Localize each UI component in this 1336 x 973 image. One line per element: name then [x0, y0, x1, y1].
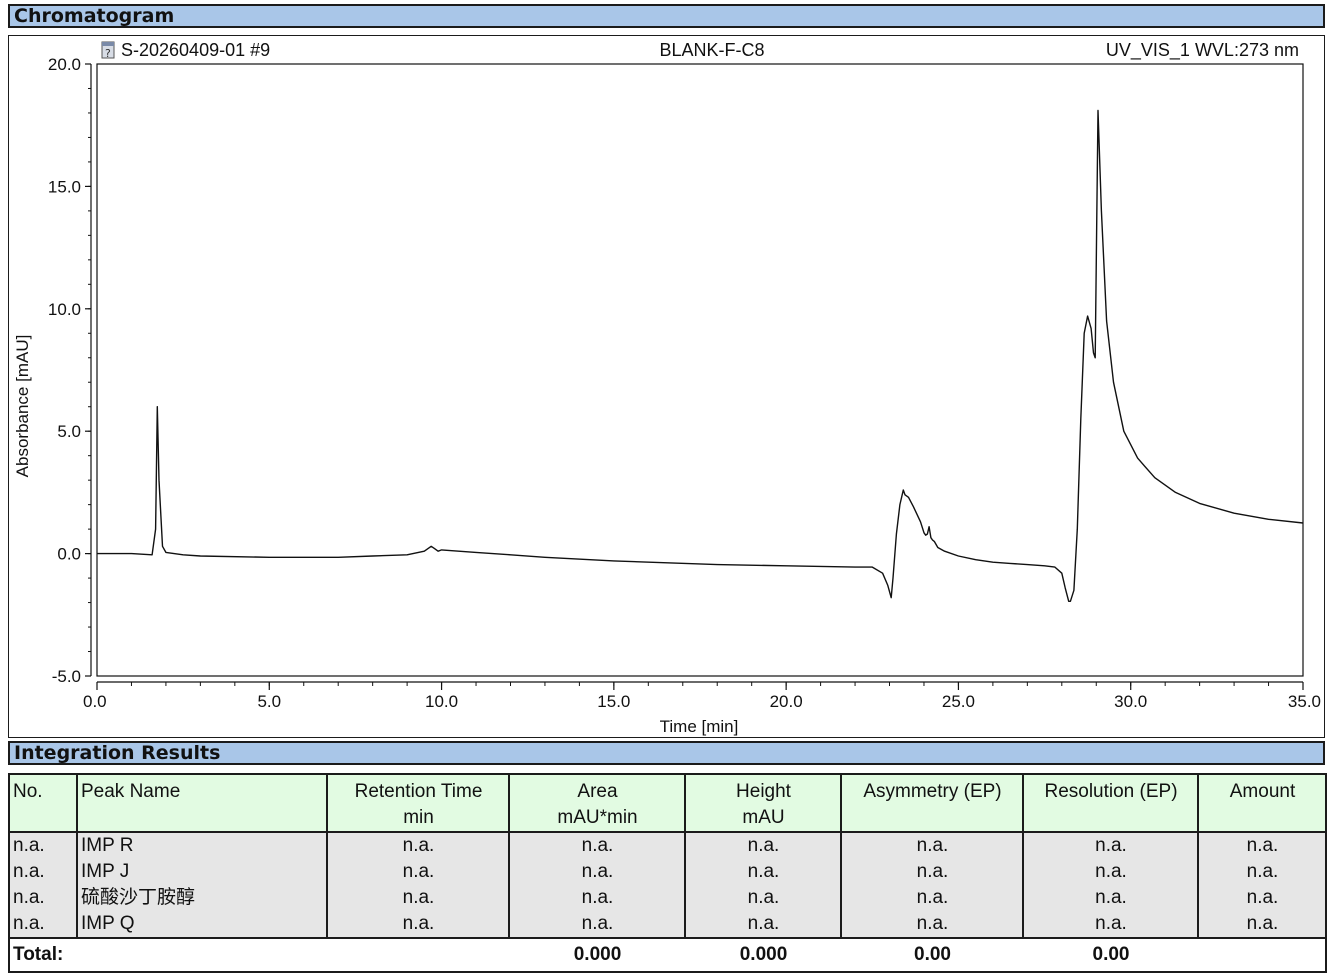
table-cell: n.a.: [684, 832, 842, 859]
table-cell: n.a.: [326, 859, 510, 885]
table-header-row: No. Peak Name Retention Time min Area mAU*…: [8, 773, 1327, 833]
table-cell: n.a.: [8, 885, 78, 911]
column-header-area: Area mAU*min: [508, 773, 686, 833]
chromatogram-chart: ? S-20260409-01 #9 BLANK-F-C8 UV_VIS_1 W…: [13, 40, 1321, 736]
sample-id-label: S-20260409-01 #9: [121, 40, 270, 60]
y-axis-title: Absorbance [mAU]: [13, 335, 32, 478]
total-height: 0.000: [685, 938, 841, 972]
table-cell: n.a.: [840, 911, 1024, 939]
axes: -5.00.05.010.015.020.00.0 5.0 10.0 15.0 20.0…: [48, 55, 1321, 711]
total-asymmetry: 0.00: [841, 938, 1023, 972]
total-area: 0.000: [509, 938, 685, 972]
table-cell: 硫酸沙丁胺醇: [76, 885, 328, 911]
table-cell: n.a.: [840, 832, 1024, 859]
total-label: Total:: [8, 938, 77, 972]
table-cell: n.a.: [684, 911, 842, 939]
table-cell: n.a.: [508, 911, 686, 939]
table-cell: IMP R: [76, 832, 328, 859]
column-header-asymmetry: Asymmetry (EP): [840, 773, 1024, 833]
integration-results-table: No. Peak Name Retention Time min Area mAU*…: [8, 773, 1327, 973]
table-cell: n.a.: [508, 832, 686, 859]
table-cell: n.a.: [508, 885, 686, 911]
table-cell: n.a.: [1197, 885, 1327, 911]
total-resolution: 0.00: [1023, 938, 1198, 972]
plot-border: [96, 63, 1304, 677]
question-document-icon: ?: [101, 41, 115, 60]
channel-label: UV_VIS_1 WVL:273 nm: [1106, 40, 1299, 61]
x-tick-label: 0.0: [83, 692, 107, 711]
table-cell: n.a.: [1022, 911, 1199, 939]
table-cell: n.a.: [684, 859, 842, 885]
y-tick-label: 15.0: [48, 177, 81, 196]
table-cell: n.a.: [1022, 859, 1199, 885]
x-tick-label: 20.0: [770, 692, 803, 711]
table-cell: n.a.: [1197, 832, 1327, 859]
y-tick-label: 0.0: [57, 545, 81, 564]
chromatogram-section-header: Chromatogram: [8, 4, 1325, 28]
chromatogram-section-title: Chromatogram: [14, 5, 175, 27]
x-tick-label: 35.0: [1288, 692, 1321, 711]
sample-name-label: BLANK-F-C8: [659, 40, 764, 60]
y-tick-label: 10.0: [48, 300, 81, 319]
chromatogram-chart-frame: ? S-20260409-01 #9 BLANK-F-C8 UV_VIS_1 W…: [8, 35, 1325, 738]
table-cell: IMP J: [76, 859, 328, 885]
x-tick-label: 5.0: [257, 692, 281, 711]
column-header-no: No.: [8, 773, 78, 833]
table-row: n.a. 硫酸沙丁胺醇 n.a. n.a. n.a. n.a. n.a. n.a.: [8, 885, 1327, 911]
table-cell: n.a.: [8, 911, 78, 939]
table-cell: n.a.: [840, 885, 1024, 911]
column-header-resolution: Resolution (EP): [1022, 773, 1199, 833]
column-header-amount: Amount: [1197, 773, 1327, 833]
table-cell: n.a.: [8, 859, 78, 885]
x-tick-label: 30.0: [1114, 692, 1147, 711]
table-cell: n.a.: [1197, 859, 1327, 885]
integration-section-header: Integration Results: [8, 741, 1325, 765]
table-cell: IMP Q: [76, 911, 328, 939]
column-header-height: Height mAU: [684, 773, 842, 833]
y-tick-label: 5.0: [57, 422, 81, 441]
x-tick-label: 25.0: [942, 692, 975, 711]
integration-section-title: Integration Results: [14, 742, 221, 764]
table-cell: n.a.: [1197, 911, 1327, 939]
table-cell: n.a.: [326, 911, 510, 939]
y-tick-label: 20.0: [48, 55, 81, 74]
table-cell: n.a.: [326, 832, 510, 859]
total-row: Total: 0.000 0.000 0.00 0.00: [8, 938, 1327, 972]
x-tick-label: 10.0: [425, 692, 458, 711]
chromatogram-trace: [97, 109, 1304, 602]
column-header-retention-time: Retention Time min: [326, 773, 510, 833]
x-tick-label: 15.0: [597, 692, 630, 711]
column-header-peak-name: Peak Name: [76, 773, 328, 833]
table-cell: n.a.: [326, 885, 510, 911]
plot-area: [97, 109, 1304, 602]
y-tick-label: -5.0: [52, 667, 81, 686]
table-cell: n.a.: [1022, 885, 1199, 911]
table-cell: n.a.: [684, 885, 842, 911]
table-cell: n.a.: [840, 859, 1024, 885]
svg-text:?: ?: [105, 47, 111, 60]
table-cell: n.a.: [1022, 832, 1199, 859]
x-axis-title: Time [min]: [660, 717, 739, 736]
table-cell: n.a.: [508, 859, 686, 885]
table-cell: n.a.: [8, 832, 78, 859]
